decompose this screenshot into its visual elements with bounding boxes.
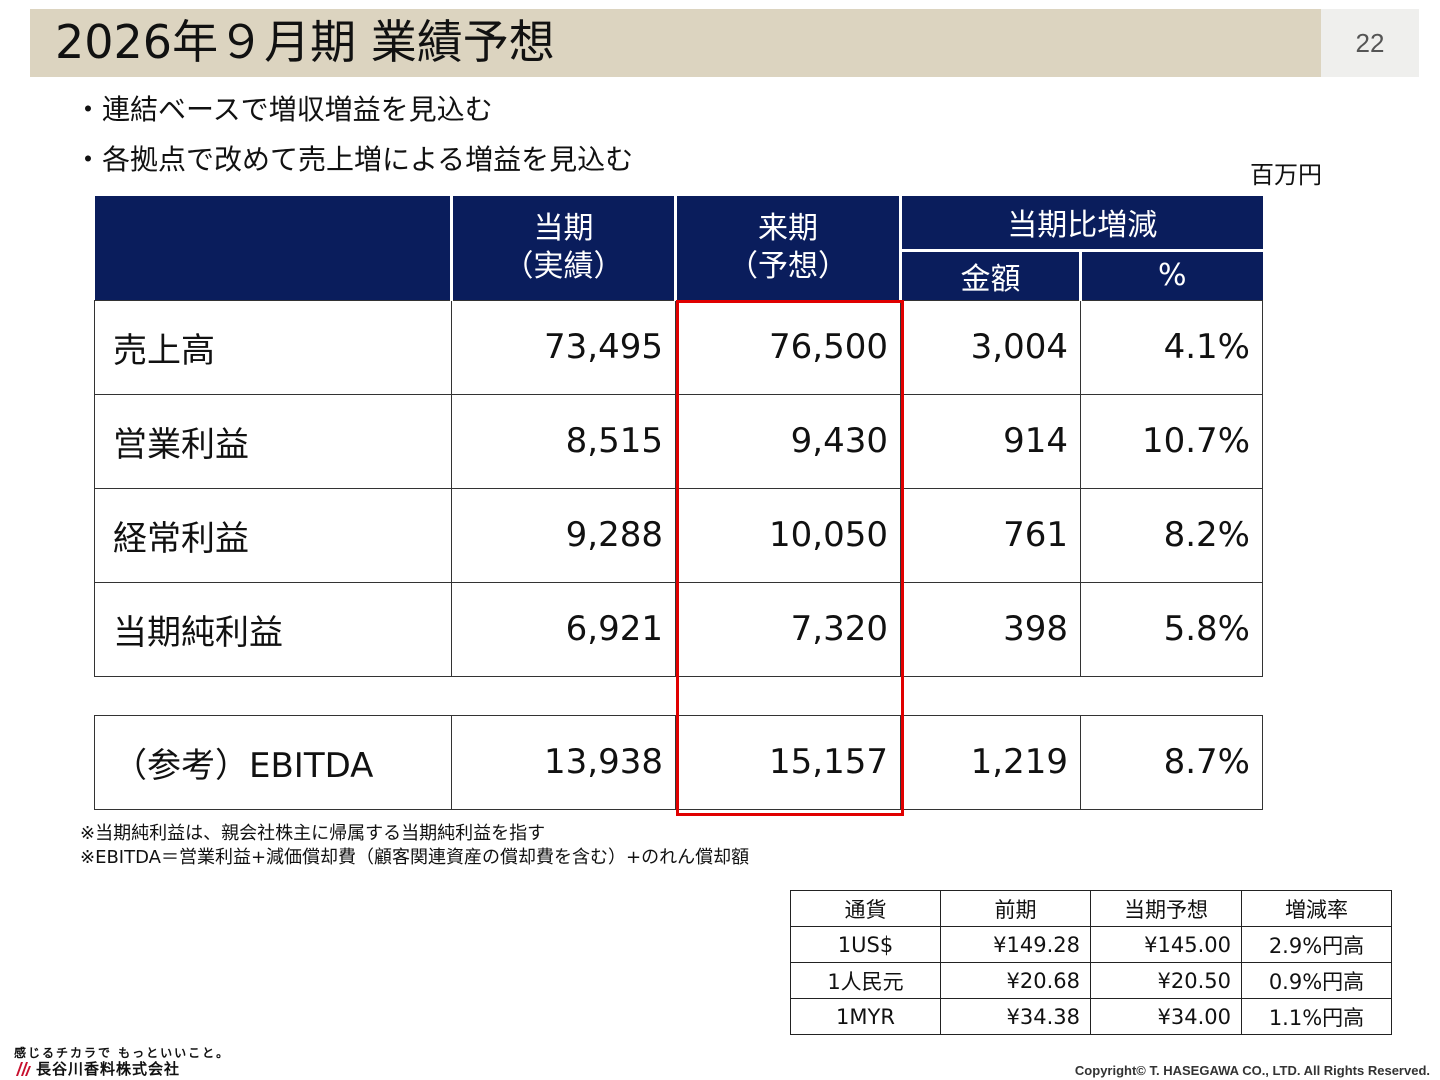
fx-forecast: ¥34.00 — [1090, 998, 1242, 1035]
cell-percent: 8.2% — [1080, 487, 1263, 583]
page-number: 22 — [1355, 28, 1385, 58]
company-tagline: 感じるチカラで もっといいこと。 — [14, 1046, 231, 1060]
cell-percent: 4.1% — [1080, 299, 1263, 395]
header-next: 来期 （予想） — [674, 196, 902, 300]
header-current-line2: （実績） — [503, 248, 624, 284]
fx-header-change: 増減率 — [1241, 890, 1392, 927]
cell-amount: 1,219 — [900, 714, 1081, 810]
note-1: ※当期純利益は、親会社株主に帰属する当期純利益を指す — [80, 823, 546, 844]
fx-change: 1.1%円高 — [1241, 998, 1392, 1035]
fx-change: 0.9%円高 — [1241, 962, 1392, 999]
row-label: 当期純利益 — [94, 581, 452, 677]
slide-title: 2026年９月期 業績予想 — [55, 15, 555, 69]
cell-percent: 10.7% — [1080, 393, 1263, 489]
cell-current: 13,938 — [451, 714, 676, 810]
fx-currency: 1人民元 — [790, 962, 941, 999]
table-row-net-income: 当期純利益 6,921 7,320 398 5.8% — [94, 581, 1263, 677]
header-next-line2: （予想） — [728, 248, 848, 284]
cell-next: 10,050 — [675, 487, 901, 583]
fx-currency: 1MYR — [790, 998, 941, 1035]
fx-currency: 1US$ — [790, 926, 941, 963]
fx-row-cny: 1人民元 ¥20.68 ¥20.50 0.9%円高 — [790, 962, 1392, 999]
cell-next: 7,320 — [675, 581, 901, 677]
cell-amount: 761 — [900, 487, 1081, 583]
fx-change: 2.9%円高 — [1241, 926, 1392, 963]
table-row-operating-profit: 営業利益 8,515 9,430 914 10.7% — [94, 393, 1263, 489]
fx-previous: ¥20.68 — [940, 962, 1091, 999]
fx-row-usd: 1US$ ¥149.28 ¥145.00 2.9%円高 — [790, 926, 1392, 963]
cell-current: 9,288 — [451, 487, 676, 583]
cell-percent: 5.8% — [1080, 581, 1263, 677]
forecast-table: 当期 （実績） 来期 （予想） 当期比増減 金額 % 売上高 73,495 76… — [94, 196, 1263, 810]
cell-percent: 8.7% — [1080, 714, 1263, 810]
exchange-rate-table: 通貨 前期 当期予想 増減率 1US$ ¥149.28 ¥145.00 2.9%… — [790, 890, 1392, 1035]
header-current-line1: 当期 — [533, 210, 594, 246]
header-next-line1: 来期 — [758, 210, 818, 246]
header-blank — [94, 196, 453, 300]
row-label: 売上高 — [94, 299, 452, 395]
cell-amount: 914 — [900, 393, 1081, 489]
company-logo-mark-icon — [16, 1062, 31, 1076]
company-name: 長谷川香料株式会社 — [36, 1060, 181, 1078]
cell-amount: 3,004 — [900, 299, 1081, 395]
table-gap — [94, 675, 1263, 716]
title-bar: 2026年９月期 業績予想 — [30, 9, 1321, 77]
header-current: 当期 （実績） — [450, 196, 677, 300]
unit-label: 百万円 — [1250, 161, 1322, 189]
fx-forecast: ¥145.00 — [1090, 926, 1242, 963]
fx-row-myr: 1MYR ¥34.38 ¥34.00 1.1%円高 — [790, 998, 1392, 1035]
header-amount: 金額 — [899, 248, 1082, 300]
fx-previous: ¥149.28 — [940, 926, 1091, 963]
cell-next: 9,430 — [675, 393, 901, 489]
row-label: 営業利益 — [94, 393, 452, 489]
header-change: 当期比増減 — [899, 196, 1263, 250]
page-number-box: 22 — [1321, 9, 1419, 77]
cell-current: 8,515 — [451, 393, 676, 489]
cell-next: 76,500 — [675, 299, 901, 395]
fx-header-row: 通貨 前期 当期予想 増減率 — [790, 890, 1392, 927]
fx-header-forecast: 当期予想 — [1090, 890, 1242, 927]
cell-amount: 398 — [900, 581, 1081, 677]
bullet-1: ・連結ベースで増収増益を見込む — [74, 93, 493, 126]
bullet-2: ・各拠点で改めて売上増による増益を見込む — [74, 143, 634, 176]
cell-current: 73,495 — [451, 299, 676, 395]
fx-previous: ¥34.38 — [940, 998, 1091, 1035]
copyright-text: Copyright© T. HASEGAWA CO., LTD. All Rig… — [1074, 1063, 1430, 1078]
table-row-ebitda: （参考）EBITDA 13,938 15,157 1,219 8.7% — [94, 714, 1263, 810]
table-row-ordinary-profit: 経常利益 9,288 10,050 761 8.2% — [94, 487, 1263, 583]
row-label: （参考）EBITDA — [94, 714, 452, 810]
table-row-sales: 売上高 73,495 76,500 3,004 4.1% — [94, 299, 1263, 395]
note-2: ※EBITDA＝営業利益+減価償却費（顧客関連資産の償却費を含む）+のれん償却額 — [80, 847, 750, 868]
row-label: 経常利益 — [94, 487, 452, 583]
cell-current: 6,921 — [451, 581, 676, 677]
fx-forecast: ¥20.50 — [1090, 962, 1242, 999]
cell-next: 15,157 — [675, 714, 901, 810]
header-percent: % — [1079, 248, 1263, 300]
fx-header-previous: 前期 — [940, 890, 1091, 927]
fx-header-currency: 通貨 — [790, 890, 941, 927]
